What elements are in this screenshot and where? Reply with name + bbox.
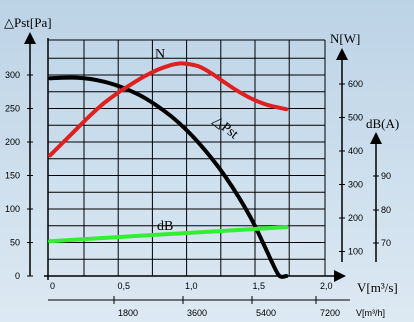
series-db-line <box>48 225 289 244</box>
x-axis-label: V[m³/s] <box>357 280 398 295</box>
y-right1-tick-label: 400 <box>348 146 363 156</box>
chart-axes <box>24 32 382 301</box>
series-n-line <box>48 61 289 158</box>
y-right2-axis-label: dB(A) <box>366 116 399 131</box>
y-right1-axis-label: N[W] <box>330 31 360 46</box>
chart-grid <box>48 40 325 276</box>
y-left-tick-label: 150 <box>5 171 20 181</box>
label-n: N <box>155 47 165 62</box>
y-right1-tick-label: 200 <box>348 213 363 223</box>
y-right1-tick-label: 100 <box>348 247 363 257</box>
x2-tick-label: 3600 <box>187 308 207 318</box>
y-left-tick-label: 200 <box>5 137 20 147</box>
y-right1-tick-label: 300 <box>348 180 363 190</box>
x2-tick-label: 7200 <box>320 308 340 318</box>
y-right1-tick-label: 500 <box>348 113 363 123</box>
label-db: dB <box>157 219 173 234</box>
y-right2-tick-label: 80 <box>381 205 391 215</box>
x-tick-label: 2,0 <box>320 281 333 291</box>
x2-tick-label: 1800 <box>118 308 138 318</box>
y-left-tick-label: 0 <box>15 271 20 281</box>
y-right1-tick-label: 600 <box>348 79 363 89</box>
x-tick-label: 0,5 <box>118 281 131 291</box>
x2-tick-label: 5400 <box>256 308 276 318</box>
tick-labels: 0 50 100 150 200 250 300 100 200 300 400 500 600 70 80… <box>5 70 391 318</box>
y-left-tick-label: 300 <box>5 70 20 80</box>
x-tick-label: 1,0 <box>185 281 198 291</box>
y-right2-tick-label: 90 <box>381 171 391 181</box>
y-left-tick-label: 50 <box>10 238 20 248</box>
chart-series <box>48 61 289 279</box>
y-left-axis-label: △Pst[Pa] <box>4 15 52 30</box>
y-left-tick-label: 250 <box>5 104 20 114</box>
y-right2-tick-label: 70 <box>381 238 391 248</box>
series-pst-line <box>48 75 289 279</box>
x2-axis-label: V[m³/h] <box>356 308 385 318</box>
x-tick-label: 0 <box>50 281 55 291</box>
y-left-tick-label: 100 <box>5 204 20 214</box>
x-tick-label: 1,5 <box>253 281 266 291</box>
